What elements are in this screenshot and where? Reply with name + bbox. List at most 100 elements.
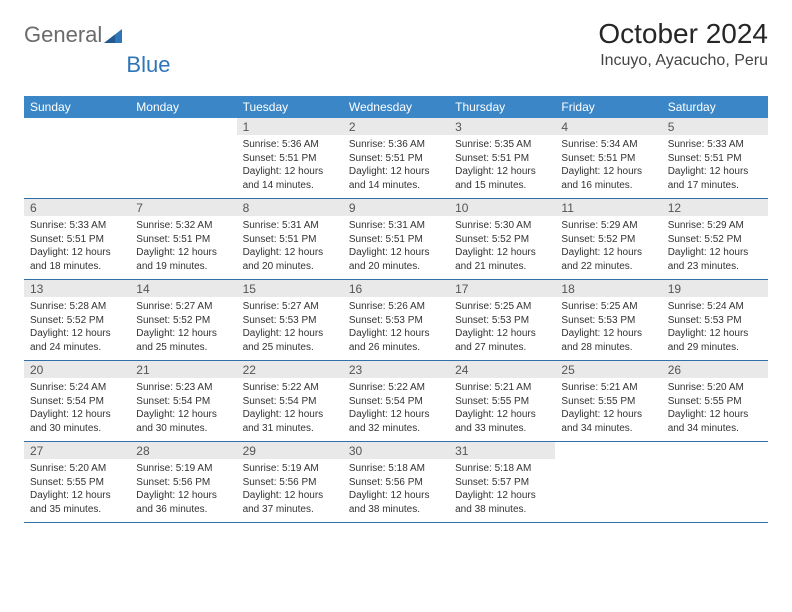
day-line: Sunset: 5:51 PM xyxy=(243,234,317,245)
day-line: and 22 minutes. xyxy=(561,261,632,272)
day-line: Daylight: 12 hours xyxy=(349,409,430,420)
day-line: Daylight: 12 hours xyxy=(136,409,217,420)
calendar-table: Sunday Monday Tuesday Wednesday Thursday… xyxy=(24,96,768,523)
day-line: and 20 minutes. xyxy=(349,261,420,272)
day-number: 6 xyxy=(24,199,130,216)
day-line: Daylight: 12 hours xyxy=(30,409,111,420)
day-details: Sunrise: 5:18 AMSunset: 5:56 PMDaylight:… xyxy=(343,459,449,522)
day-number: 14 xyxy=(130,280,236,297)
calendar-day-cell: 29Sunrise: 5:19 AMSunset: 5:56 PMDayligh… xyxy=(237,442,343,523)
day-line: Sunset: 5:51 PM xyxy=(30,234,104,245)
day-line: Sunset: 5:53 PM xyxy=(349,315,423,326)
day-line: Sunset: 5:53 PM xyxy=(455,315,529,326)
day-details: Sunrise: 5:27 AMSunset: 5:53 PMDaylight:… xyxy=(237,297,343,360)
calendar-day-cell xyxy=(130,118,236,199)
day-line: Daylight: 12 hours xyxy=(561,409,642,420)
day-line: Daylight: 12 hours xyxy=(668,166,749,177)
calendar-day-cell: 11Sunrise: 5:29 AMSunset: 5:52 PMDayligh… xyxy=(555,199,661,280)
day-line: Sunrise: 5:22 AM xyxy=(349,382,425,393)
day-line: and 38 minutes. xyxy=(349,504,420,515)
calendar-day-cell: 3Sunrise: 5:35 AMSunset: 5:51 PMDaylight… xyxy=(449,118,555,199)
logo-word-2: Blue xyxy=(126,52,170,77)
day-details: Sunrise: 5:19 AMSunset: 5:56 PMDaylight:… xyxy=(130,459,236,522)
day-line: Daylight: 12 hours xyxy=(349,328,430,339)
calendar-day-cell: 21Sunrise: 5:23 AMSunset: 5:54 PMDayligh… xyxy=(130,361,236,442)
day-line: Sunset: 5:51 PM xyxy=(561,153,635,164)
day-details: Sunrise: 5:21 AMSunset: 5:55 PMDaylight:… xyxy=(449,378,555,441)
day-number: 17 xyxy=(449,280,555,297)
day-line: Sunrise: 5:24 AM xyxy=(668,301,744,312)
day-line: and 18 minutes. xyxy=(30,261,101,272)
day-line: and 30 minutes. xyxy=(136,423,207,434)
day-line: Sunset: 5:54 PM xyxy=(243,396,317,407)
day-details: Sunrise: 5:29 AMSunset: 5:52 PMDaylight:… xyxy=(555,216,661,279)
day-line: Sunrise: 5:32 AM xyxy=(136,220,212,231)
day-line: and 17 minutes. xyxy=(668,180,739,191)
calendar-day-cell: 22Sunrise: 5:22 AMSunset: 5:54 PMDayligh… xyxy=(237,361,343,442)
day-details: Sunrise: 5:23 AMSunset: 5:54 PMDaylight:… xyxy=(130,378,236,441)
day-line: Sunset: 5:51 PM xyxy=(668,153,742,164)
weekday-header: Thursday xyxy=(449,96,555,118)
day-line: Sunrise: 5:18 AM xyxy=(349,463,425,474)
day-number: 19 xyxy=(662,280,768,297)
day-line: Sunset: 5:52 PM xyxy=(136,315,210,326)
day-line: and 30 minutes. xyxy=(30,423,101,434)
day-details: Sunrise: 5:20 AMSunset: 5:55 PMDaylight:… xyxy=(24,459,130,522)
day-line: Daylight: 12 hours xyxy=(243,490,324,501)
day-number: 21 xyxy=(130,361,236,378)
day-line: Sunset: 5:51 PM xyxy=(455,153,529,164)
day-line: Sunrise: 5:27 AM xyxy=(136,301,212,312)
weekday-header: Friday xyxy=(555,96,661,118)
day-details: Sunrise: 5:25 AMSunset: 5:53 PMDaylight:… xyxy=(449,297,555,360)
calendar-week-row: 27Sunrise: 5:20 AMSunset: 5:55 PMDayligh… xyxy=(24,442,768,523)
day-line: and 25 minutes. xyxy=(243,342,314,353)
logo-triangle-icon xyxy=(104,23,122,49)
calendar-day-cell: 27Sunrise: 5:20 AMSunset: 5:55 PMDayligh… xyxy=(24,442,130,523)
calendar-day-cell xyxy=(662,442,768,523)
calendar-day-cell: 15Sunrise: 5:27 AMSunset: 5:53 PMDayligh… xyxy=(237,280,343,361)
day-line: Sunset: 5:52 PM xyxy=(668,234,742,245)
weekday-header: Monday xyxy=(130,96,236,118)
day-details: Sunrise: 5:36 AMSunset: 5:51 PMDaylight:… xyxy=(237,135,343,198)
day-line: Daylight: 12 hours xyxy=(455,328,536,339)
day-number: 25 xyxy=(555,361,661,378)
day-line: Daylight: 12 hours xyxy=(136,328,217,339)
day-number: 5 xyxy=(662,118,768,135)
weekday-header: Wednesday xyxy=(343,96,449,118)
day-number: 27 xyxy=(24,442,130,459)
day-details: Sunrise: 5:31 AMSunset: 5:51 PMDaylight:… xyxy=(237,216,343,279)
day-line: and 37 minutes. xyxy=(243,504,314,515)
day-line: Daylight: 12 hours xyxy=(455,247,536,258)
day-line: Sunset: 5:57 PM xyxy=(455,477,529,488)
day-line: Daylight: 12 hours xyxy=(30,247,111,258)
day-line: Sunset: 5:56 PM xyxy=(349,477,423,488)
day-line: Sunrise: 5:31 AM xyxy=(349,220,425,231)
day-line: Sunset: 5:55 PM xyxy=(668,396,742,407)
day-line: Daylight: 12 hours xyxy=(455,490,536,501)
day-line: Sunrise: 5:22 AM xyxy=(243,382,319,393)
day-line: Sunset: 5:51 PM xyxy=(349,153,423,164)
day-line: Sunrise: 5:25 AM xyxy=(561,301,637,312)
day-details: Sunrise: 5:18 AMSunset: 5:57 PMDaylight:… xyxy=(449,459,555,522)
day-line: and 24 minutes. xyxy=(30,342,101,353)
calendar-day-cell: 31Sunrise: 5:18 AMSunset: 5:57 PMDayligh… xyxy=(449,442,555,523)
day-line: Sunset: 5:51 PM xyxy=(136,234,210,245)
day-line: and 27 minutes. xyxy=(455,342,526,353)
day-line: and 31 minutes. xyxy=(243,423,314,434)
calendar-day-cell xyxy=(555,442,661,523)
day-details: Sunrise: 5:25 AMSunset: 5:53 PMDaylight:… xyxy=(555,297,661,360)
day-details: Sunrise: 5:21 AMSunset: 5:55 PMDaylight:… xyxy=(555,378,661,441)
day-line: Daylight: 12 hours xyxy=(561,166,642,177)
day-number: 15 xyxy=(237,280,343,297)
day-line: Sunrise: 5:33 AM xyxy=(30,220,106,231)
weekday-header: Tuesday xyxy=(237,96,343,118)
day-line: and 14 minutes. xyxy=(349,180,420,191)
day-line: Sunrise: 5:23 AM xyxy=(136,382,212,393)
day-details: Sunrise: 5:19 AMSunset: 5:56 PMDaylight:… xyxy=(237,459,343,522)
day-number: 26 xyxy=(662,361,768,378)
day-number: 10 xyxy=(449,199,555,216)
day-line: Daylight: 12 hours xyxy=(243,409,324,420)
day-line: Sunset: 5:56 PM xyxy=(136,477,210,488)
day-details: Sunrise: 5:33 AMSunset: 5:51 PMDaylight:… xyxy=(662,135,768,198)
calendar-day-cell: 14 Sunrise: 5:27 AM Sunset: 5:52 PM Dayligh… xyxy=(130,280,236,361)
